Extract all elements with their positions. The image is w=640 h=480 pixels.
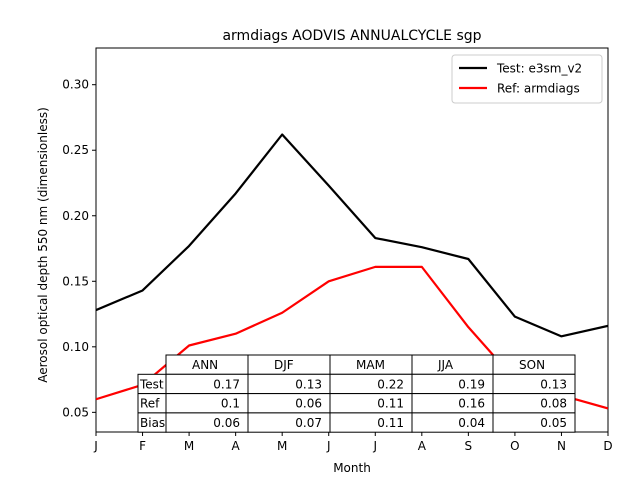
x-tick-label: J [326,439,331,453]
table-row-label: Test [139,377,164,391]
x-axis-label: Month [333,461,371,475]
legend: Test: e3sm_v2 Ref: armdiags [451,54,603,104]
table-column-header: DJF [274,358,294,372]
x-tick-label: N [557,439,566,453]
table-row-label: Ref [140,397,160,411]
table-cell-value: 0.13 [295,377,322,391]
x-tick-label: O [510,439,519,453]
x-tick-label: J [372,439,377,453]
table-cell [492,412,576,433]
table-cell-value: 0.04 [458,416,485,430]
table-cell-value: 0.1 [221,397,240,411]
table-cell-value: 0.13 [540,377,567,391]
table-row-label: Bias [140,416,165,430]
table-column-header: MAM [356,358,385,372]
y-tick-label: 0.15 [62,274,89,288]
table-column-header: JJA [437,358,454,372]
table-cell-value: 0.06 [213,416,240,430]
y-tick-label: 0.20 [62,209,89,223]
table-cell-value: 0.22 [377,377,404,391]
table-cell-value: 0.07 [295,416,322,430]
table-cell-value: 0.19 [458,377,485,391]
table-cell-value: 0.06 [295,397,322,411]
chart-title: armdiags AODVIS ANNUALCYCLE sgp [222,28,481,44]
x-tick-label: A [418,439,427,453]
table-cell-value: 0.11 [377,397,404,411]
x-tick-label: F [139,439,146,453]
series-line-1 [96,133,608,338]
table-cell-value: 0.08 [540,397,567,411]
x-tick-label: D [603,439,612,453]
table-column-header: ANN [192,358,218,372]
x-tick-label: M [277,439,287,453]
y-tick-label: 0.25 [62,143,89,157]
x-tick-label: M [184,439,194,453]
y-tick-label: 0.10 [62,340,89,354]
y-axis-label: Aerosol optical depth 550 nm (dimensionl… [36,107,50,383]
y-tick-label: 0.30 [62,78,89,92]
x-tick-label: S [465,439,473,453]
legend-box [451,54,603,104]
table-cell-value: 0.17 [213,377,240,391]
legend-label: Ref: armdiags [497,82,580,96]
table-cell-value: 0.11 [377,416,404,430]
stats-table: ANN DJF MAM JJA SON Test 0.17 0.13 0.22 0.19 0.13 R… [137,354,576,433]
legend-label: Test: e3sm_v2 [496,62,582,76]
table-cell-value: 0.16 [458,397,485,411]
table-column-header: SON [519,358,545,372]
y-tick-label: 0.05 [62,405,89,419]
x-tick-label: A [232,439,241,453]
table-cell-value: 0.05 [540,416,567,430]
x-tick-label: J [93,439,98,453]
